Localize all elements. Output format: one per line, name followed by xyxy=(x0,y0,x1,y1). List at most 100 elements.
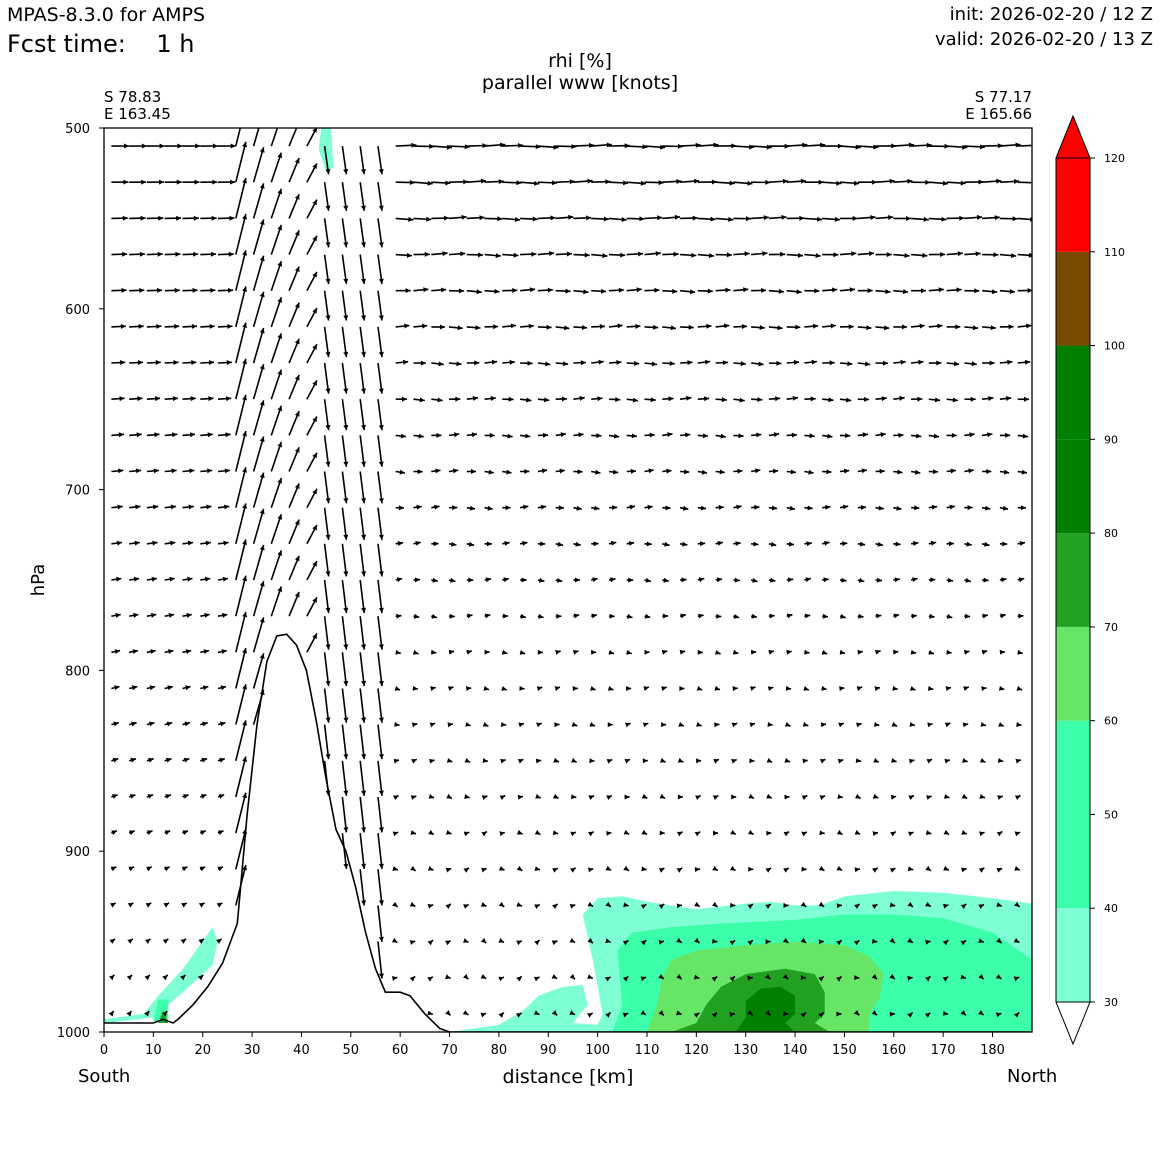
wind-arrow-head xyxy=(874,722,880,727)
wind-arrow-head xyxy=(482,722,489,727)
wind-arrow-head xyxy=(445,180,451,186)
wind-arrow-head xyxy=(982,613,988,619)
wind-arrow-head xyxy=(949,504,955,510)
wind-arrow-head xyxy=(568,214,574,220)
wind-arrow-head xyxy=(427,976,433,982)
wind-arrow-head xyxy=(818,901,825,907)
wind-arrow xyxy=(323,579,330,614)
wind-arrow-head xyxy=(439,324,445,330)
wind-arrow-head xyxy=(759,325,765,330)
wind-arrow-head xyxy=(446,144,452,150)
wind-arrow-head xyxy=(312,271,317,278)
wind-arrow-head xyxy=(662,613,668,619)
wind-arrow-head xyxy=(1013,938,1020,943)
wind-arrow-head xyxy=(629,504,635,510)
wind-arrow-head xyxy=(127,902,134,908)
colorbar-tick-label: 80 xyxy=(1104,527,1118,540)
wind-arrow-head xyxy=(126,974,133,981)
wind-arrow-head xyxy=(984,541,990,547)
wind-arrow-head xyxy=(960,1010,966,1016)
wind-arrow-head xyxy=(210,287,216,293)
wind-arrow-head xyxy=(478,252,484,258)
wind-arrow-head xyxy=(343,205,349,211)
wind-arrow-head xyxy=(801,831,807,837)
wind-arrow-head xyxy=(843,468,850,474)
wind-arrow-head xyxy=(259,328,265,334)
wind-arrow-head xyxy=(343,863,349,869)
wind-arrow-head xyxy=(657,215,663,221)
wind-arrow-head xyxy=(242,467,247,473)
wind-arrow-head xyxy=(242,358,247,365)
wind-arrow-head xyxy=(361,498,366,504)
wind-arrow-head xyxy=(837,758,844,764)
wind-arrow xyxy=(377,435,383,467)
wind-arrow xyxy=(1017,144,1032,147)
wind-arrow-head xyxy=(187,576,193,582)
wind-arrow-head xyxy=(978,867,985,873)
wind-arrow-head xyxy=(361,571,367,577)
wind-arrow-head xyxy=(665,505,671,511)
wind-arrow-head xyxy=(205,540,211,546)
wind-arrow-head xyxy=(312,199,317,206)
wind-arrow-head xyxy=(498,938,504,943)
wind-arrow-head xyxy=(129,794,136,799)
wind-arrow-head xyxy=(260,111,265,117)
wind-arrow-head xyxy=(541,468,548,474)
wind-arrow-head xyxy=(564,325,570,331)
end-latitude: S 77.17 xyxy=(974,88,1032,106)
wind-arrow-head xyxy=(944,722,951,728)
wind-arrow-head xyxy=(137,396,143,402)
wind-arrow xyxy=(323,543,330,577)
wind-arrow-head xyxy=(676,937,682,943)
wind-arrow-head xyxy=(242,431,247,437)
wind-arrow xyxy=(252,219,265,255)
wind-arrow-head xyxy=(712,901,718,907)
wind-arrow-head xyxy=(851,251,857,257)
wind-arrow-head xyxy=(159,179,164,185)
wind-arrow-head xyxy=(569,903,576,909)
wind-arrow-head xyxy=(913,541,919,546)
wind-arrow-head xyxy=(127,938,133,944)
wind-arrow-head xyxy=(711,976,718,982)
wind-arrow-head xyxy=(1020,505,1026,511)
wind-arrow-head xyxy=(770,541,777,547)
wind-arrow xyxy=(341,507,348,540)
wind-arrow-head xyxy=(430,686,436,691)
wind-arrow-head xyxy=(676,974,682,980)
wind-arrow-head xyxy=(937,323,943,329)
wind-arrow-head xyxy=(996,867,1003,873)
wind-arrow-head xyxy=(622,1012,629,1018)
wind-arrow-head xyxy=(392,831,399,837)
wind-arrow-head xyxy=(925,865,931,871)
wind-arrow-head xyxy=(312,633,317,640)
wind-arrow-head xyxy=(242,865,247,871)
wind-arrow-head xyxy=(962,144,968,150)
wind-arrow-head xyxy=(471,432,477,438)
wind-arrow-head xyxy=(960,180,966,186)
wind-arrow-head xyxy=(765,1010,771,1016)
wind-arrow-head xyxy=(554,722,560,728)
wind-arrow-head xyxy=(1018,577,1025,583)
wind-arrow-head xyxy=(312,380,317,386)
wind-arrow xyxy=(359,579,365,614)
wind-arrow-head xyxy=(540,504,547,510)
wind-arrow-head xyxy=(952,397,958,403)
wind-arrow-head xyxy=(446,830,452,835)
wind-arrow-head xyxy=(782,1011,789,1016)
wind-arrow-head xyxy=(183,757,190,763)
wind-arrow xyxy=(323,507,330,540)
x-axis-label: distance [km] xyxy=(503,1066,634,1088)
wind-arrow-head xyxy=(609,613,615,619)
wind-arrow-head xyxy=(995,1012,1002,1018)
wind-arrow-head xyxy=(944,758,950,764)
wind-arrow-head xyxy=(819,795,826,800)
wind-arrow-head xyxy=(1015,758,1021,764)
wind-arrow xyxy=(359,362,365,394)
wind-arrow-head xyxy=(1014,795,1021,800)
wind-arrow-head xyxy=(588,867,594,873)
wind-arrow-head xyxy=(726,252,732,258)
wind-arrow-head xyxy=(946,614,953,619)
wind-arrow-head xyxy=(889,178,895,184)
wind-arrow-head xyxy=(741,324,747,329)
wind-arrow-head xyxy=(627,613,633,619)
